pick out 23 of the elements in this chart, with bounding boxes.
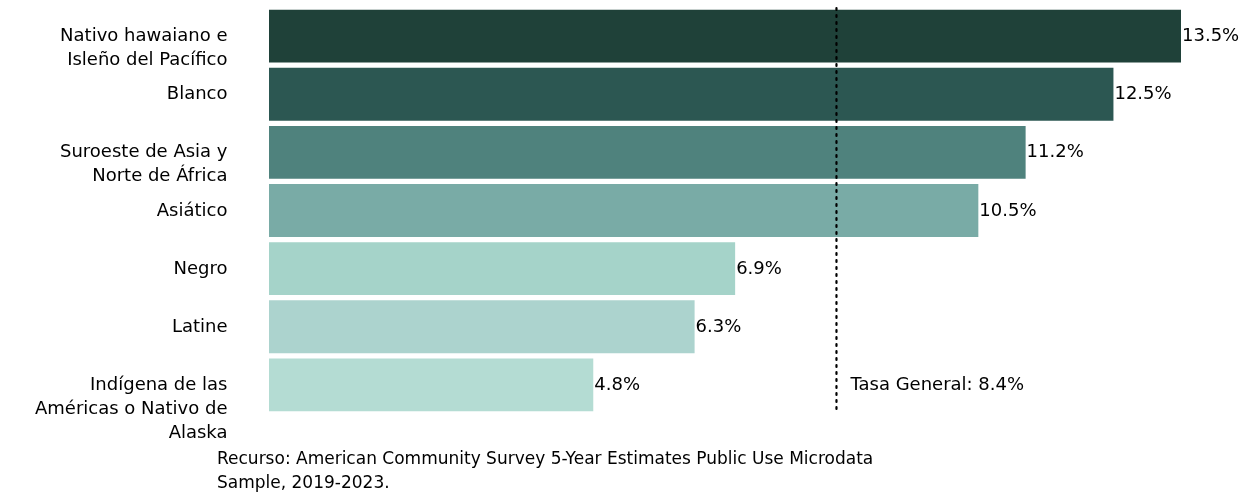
data-label: 13.5% [1182, 24, 1240, 46]
bar [269, 300, 695, 354]
y-tick-label: Nativo hawaiano e Isleño del Pacífico [60, 24, 228, 70]
y-tick-label: Negro [173, 256, 228, 278]
bar [269, 125, 1026, 179]
y-tick-label: Latine [171, 314, 228, 336]
text: Recurso: American Community Survey 5-Year Estimates Public Use Microdata Sample, 2019-2023. [217, 448, 874, 493]
data-label: 6.3% [695, 314, 742, 336]
data-label: 4.8% [594, 372, 640, 394]
data-label: 10.5% [979, 198, 1037, 220]
y-tick-label: Suroeste de Asia y Norte de África [60, 140, 228, 186]
bar [269, 242, 736, 296]
ref-line-label: Tasa General: 8.4% [849, 372, 1025, 394]
data-label: 12.5% [1114, 82, 1172, 104]
data-label: 6.9% [736, 256, 782, 278]
data-label: 11.2% [1026, 140, 1084, 162]
bar [269, 9, 1181, 63]
y-tick-label: Blanco [166, 82, 228, 104]
bar [269, 358, 594, 412]
y-tick-label: Asiático [156, 198, 228, 220]
y-tick-label: Indígena de las Américas o Nativo de Alaska [34, 372, 228, 442]
bar [269, 184, 979, 237]
bar [269, 67, 1114, 121]
